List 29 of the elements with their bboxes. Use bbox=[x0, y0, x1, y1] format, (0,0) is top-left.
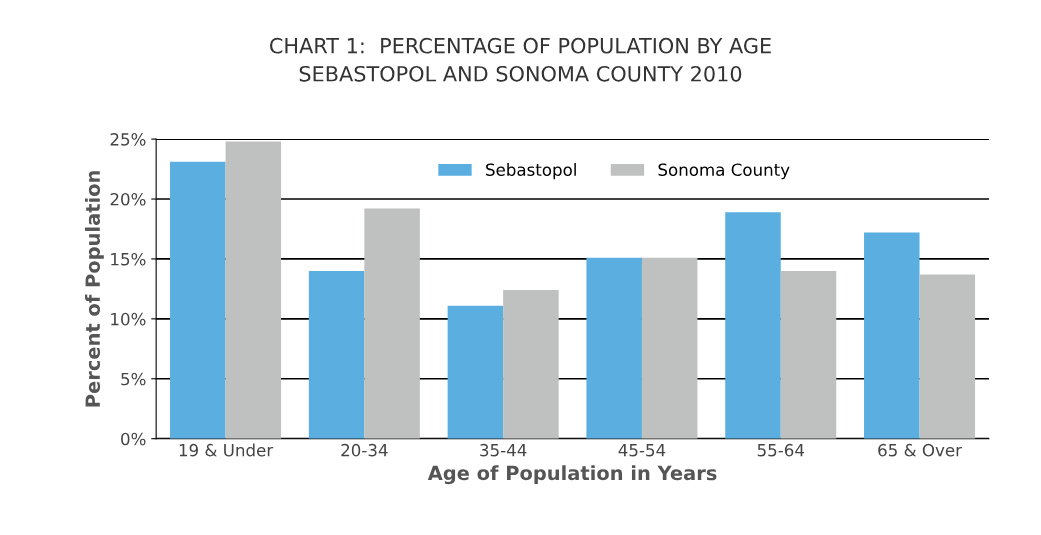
y-tick-label: 25% bbox=[110, 133, 146, 146]
bar bbox=[919, 274, 976, 439]
bar bbox=[503, 290, 559, 439]
x-tick-label: 35-44 bbox=[480, 443, 527, 457]
y-tick-label: 10% bbox=[111, 312, 146, 326]
x-tick-label: 45-54 bbox=[618, 444, 666, 457]
y-tick-label: 15% bbox=[111, 252, 146, 266]
bar bbox=[364, 208, 420, 439]
y-axis-title: Percent of Population bbox=[85, 171, 104, 407]
x-tick-label: 65 & Over bbox=[878, 443, 962, 457]
x-tick-label: 19 & Under bbox=[179, 443, 274, 457]
bar bbox=[864, 232, 920, 439]
y-tick-label: 20% bbox=[110, 192, 146, 206]
legend-label: Sonoma County bbox=[658, 163, 790, 180]
x-tick-label: 55-64 bbox=[757, 443, 805, 457]
bar bbox=[725, 212, 781, 439]
bar bbox=[225, 141, 282, 439]
bar bbox=[780, 270, 837, 439]
bar bbox=[308, 270, 365, 439]
bar bbox=[447, 305, 504, 439]
bar bbox=[641, 257, 698, 439]
legend-label: Sebastopol bbox=[486, 163, 576, 180]
x-axis-title: Age of Population in Years bbox=[427, 465, 717, 485]
chart-title: CHART 1: PERCENTAGE OF POPULATION BY AGE SEBASTOPOL AND SONOMA COUNTY 2010 bbox=[270, 37, 771, 82]
x-tick-label: 20-34 bbox=[341, 443, 388, 457]
bar bbox=[586, 257, 642, 439]
y-tick-label: 5% bbox=[121, 372, 146, 386]
y-tick-label: 0% bbox=[121, 432, 146, 446]
bar bbox=[170, 161, 226, 439]
